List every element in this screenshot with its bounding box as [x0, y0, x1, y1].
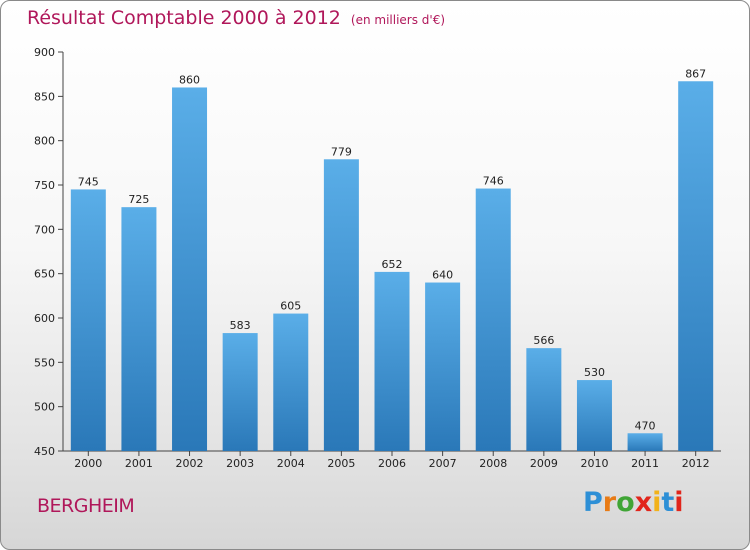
bar-2004	[273, 313, 309, 451]
value-label: 640	[432, 269, 453, 282]
proxiti-logo: Proxiti	[583, 487, 684, 518]
y-tick-label: 650	[34, 268, 55, 281]
logo-letter: i	[652, 487, 662, 518]
x-tick-label: 2005	[327, 457, 355, 470]
logo-letter: x	[634, 487, 653, 518]
x-tick-label: 2007	[429, 457, 457, 470]
x-tick-label: 2003	[226, 457, 254, 470]
x-tick-label: 2012	[682, 457, 710, 470]
x-tick-label: 2001	[125, 457, 153, 470]
x-tick-label: 2010	[580, 457, 608, 470]
bar-2005	[323, 159, 359, 451]
chart-title-main: Résultat Comptable 2000 à 2012	[27, 7, 341, 29]
logo-letter: r	[602, 487, 617, 518]
value-label: 470	[635, 419, 656, 432]
value-label: 867	[685, 67, 706, 80]
value-label: 583	[230, 319, 251, 332]
logo-letter: P	[583, 487, 603, 518]
value-label: 566	[533, 334, 554, 347]
bar-2002	[172, 87, 208, 451]
x-tick-label: 2000	[74, 457, 102, 470]
value-label: 725	[128, 193, 149, 206]
y-tick-label: 700	[34, 223, 55, 236]
bar-2009	[526, 348, 562, 451]
y-tick-label: 450	[34, 445, 55, 458]
bar-2012	[678, 81, 714, 451]
y-tick-label: 900	[34, 46, 55, 59]
chart-subtitle: (en milliers d'€)	[350, 13, 446, 27]
y-tick-label: 800	[34, 135, 55, 148]
value-label: 860	[179, 73, 200, 86]
x-tick-label: 2004	[277, 457, 305, 470]
y-tick-label: 750	[34, 179, 55, 192]
bar-2007	[425, 282, 461, 451]
bar-2011	[627, 433, 663, 451]
value-label: 779	[331, 145, 352, 158]
bar-2001	[121, 207, 157, 451]
bar-2003	[222, 333, 258, 451]
value-label: 745	[78, 175, 99, 188]
x-tick-label: 2011	[631, 457, 659, 470]
y-tick-label: 500	[34, 401, 55, 414]
bar-2010	[576, 380, 612, 451]
x-tick-label: 2002	[176, 457, 204, 470]
value-label: 652	[382, 258, 403, 271]
y-tick-label: 600	[34, 312, 55, 325]
y-tick-label: 850	[34, 90, 55, 103]
x-tick-label: 2006	[378, 457, 406, 470]
logo-letter: i	[674, 487, 684, 518]
x-tick-label: 2009	[530, 457, 558, 470]
logo-letter: o	[616, 487, 635, 518]
value-label: 605	[280, 300, 301, 313]
x-tick-label: 2008	[479, 457, 507, 470]
y-tick-label: 550	[34, 356, 55, 369]
chart-title: Résultat Comptable 2000 à 2012 (en millie…	[27, 7, 445, 29]
commune-name: BERGHEIM	[37, 495, 135, 517]
value-label: 530	[584, 366, 605, 379]
logo-letter: t	[661, 487, 675, 518]
bar-2000	[70, 189, 106, 451]
value-label: 746	[483, 175, 504, 188]
bar-2008	[475, 188, 511, 451]
bar-2006	[374, 271, 410, 451]
